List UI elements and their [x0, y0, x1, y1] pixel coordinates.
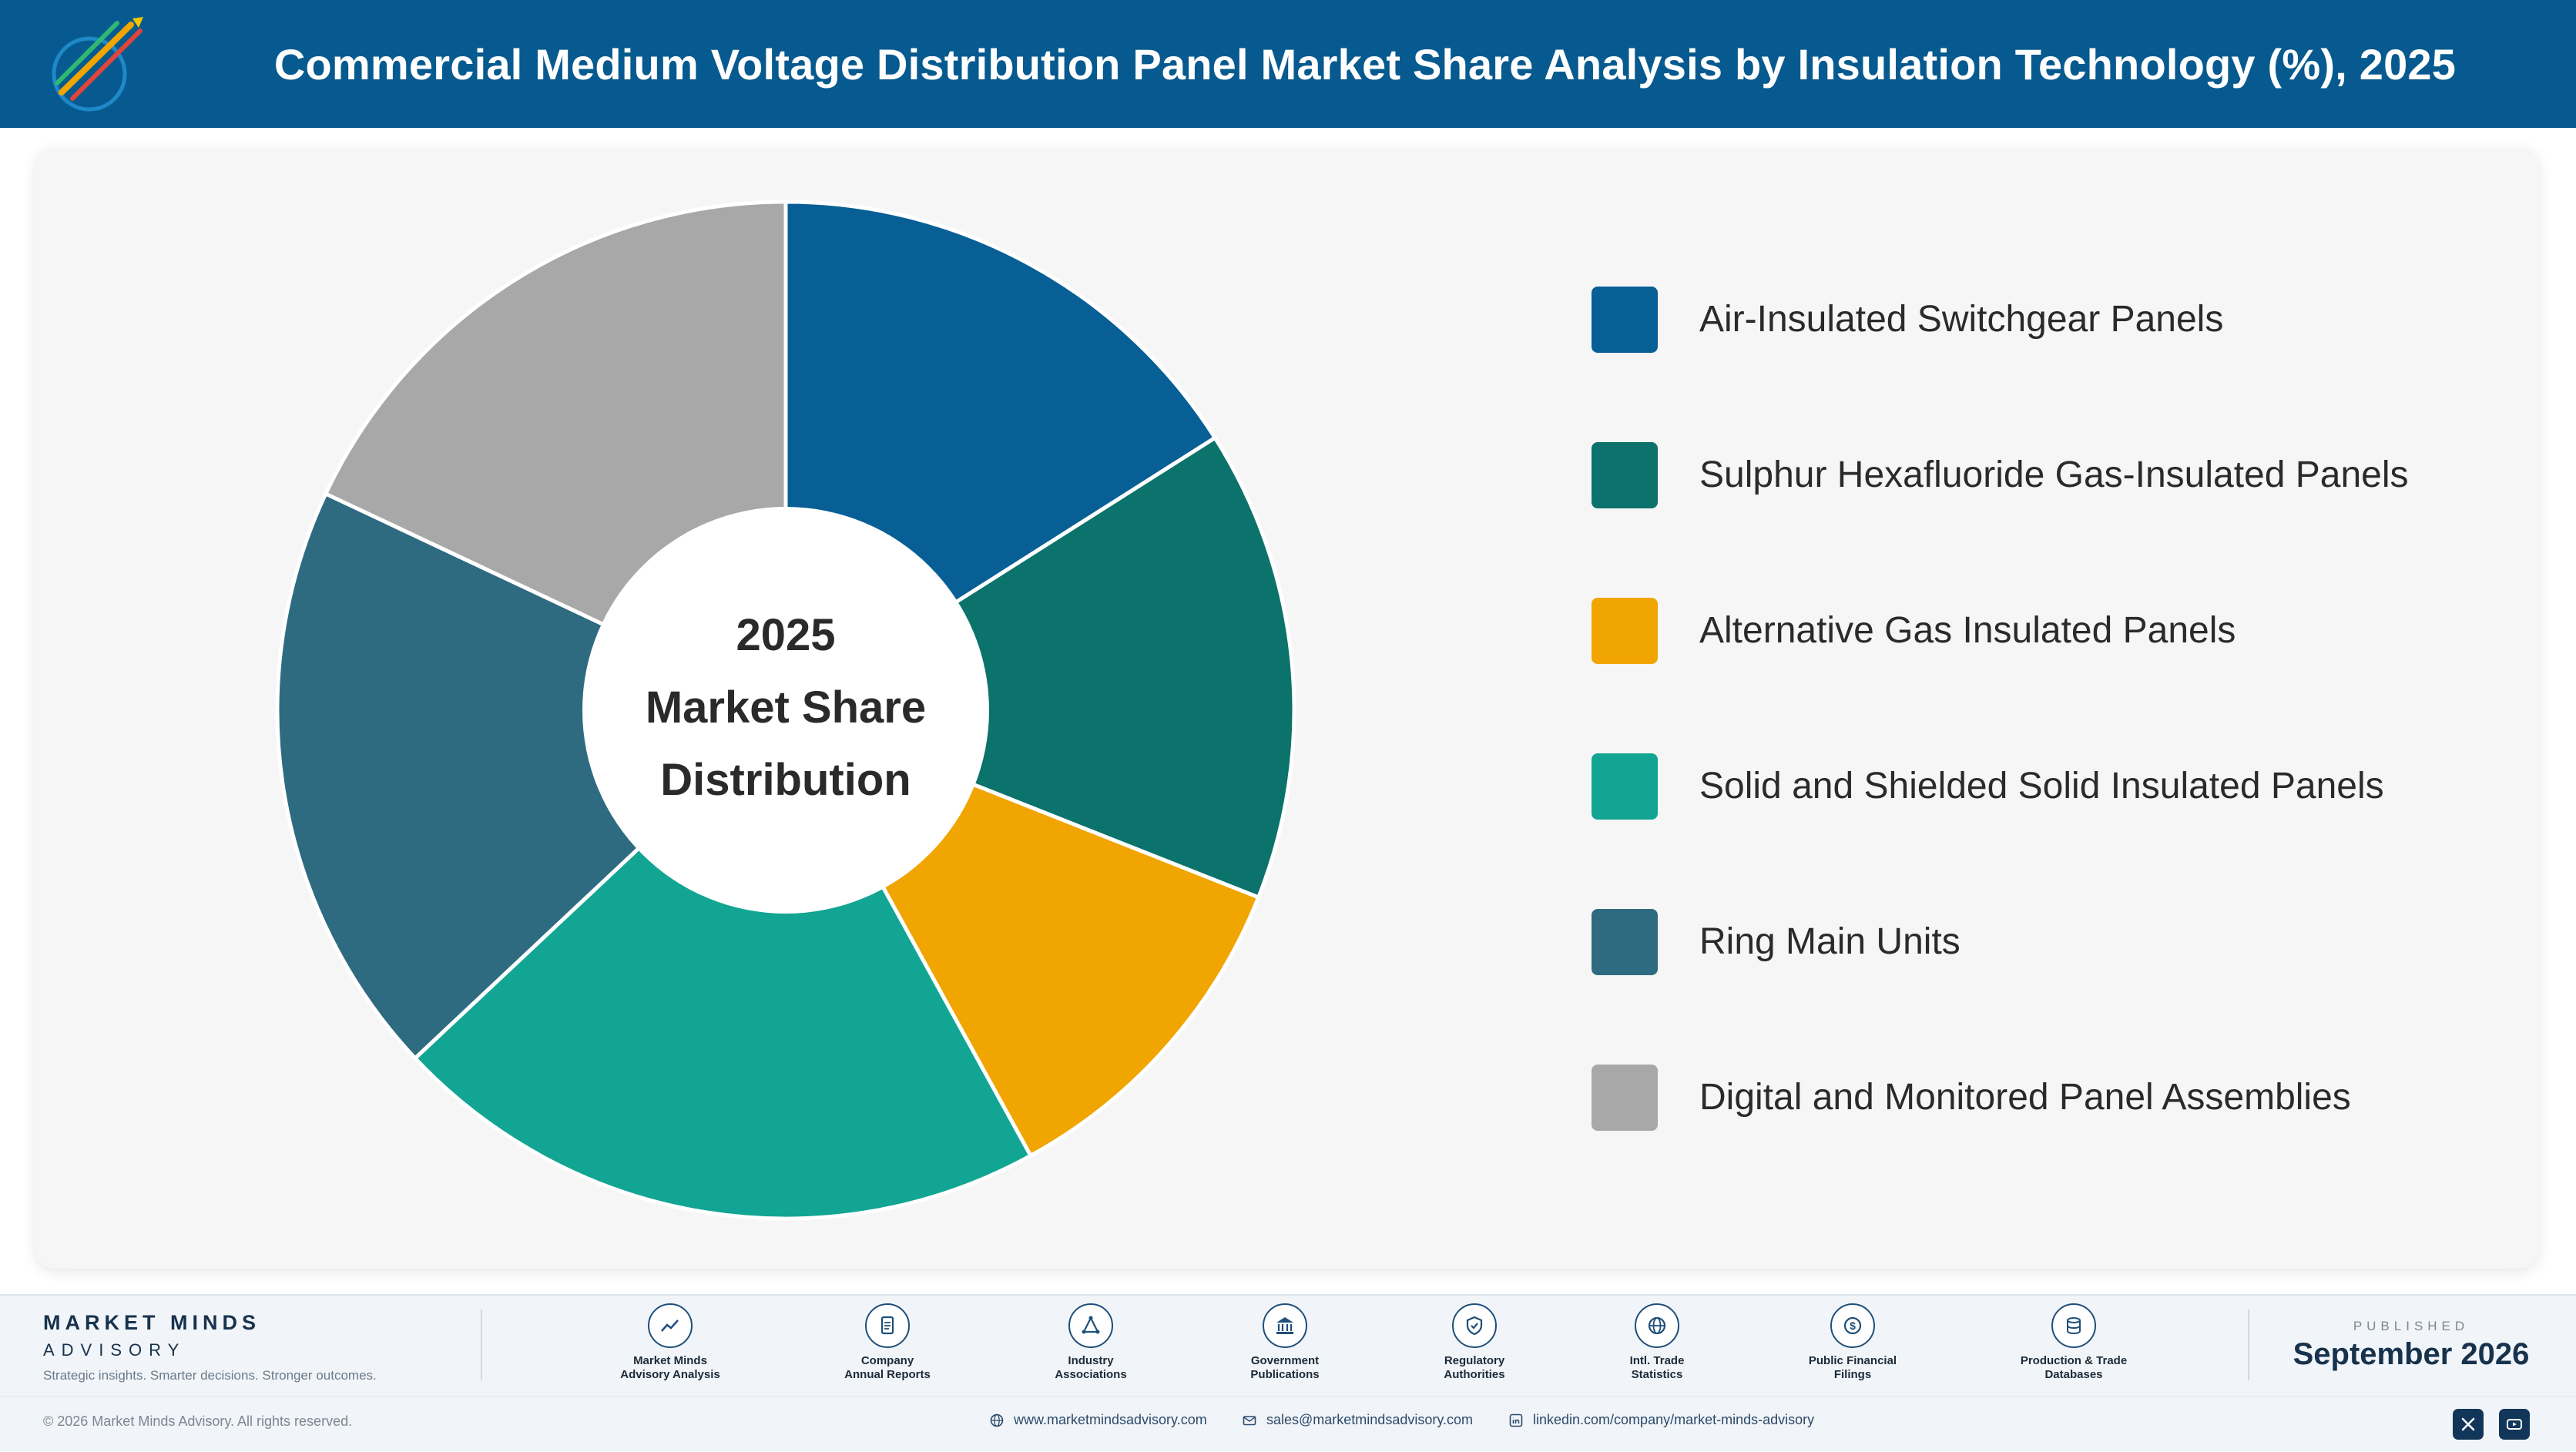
- legend-label: Alternative Gas Insulated Panels: [1699, 610, 2236, 651]
- data-sources: Market Minds Advisory Analysis Company A…: [0, 1303, 2576, 1396]
- source-label: Company Annual Reports: [844, 1354, 931, 1381]
- footer-bottom-bar: © 2026 Market Minds Advisory. All rights…: [0, 1396, 2576, 1452]
- pie-slice-4: [412, 706, 1034, 1221]
- center-label-line-2: Market Share: [646, 682, 926, 733]
- legend-label: Digital and Monitored Panel Assemblies: [1699, 1077, 2351, 1118]
- footer-divider: [481, 1309, 482, 1380]
- legend-swatch: [1592, 1065, 1658, 1131]
- center-label-year: 2025: [736, 610, 835, 660]
- footer: MARKET MINDS ADVISORY Strategic insights…: [0, 1294, 2576, 1451]
- legend-label: Solid and Shielded Solid Insulated Panel…: [1699, 766, 2384, 806]
- x-social-button[interactable]: [2453, 1409, 2484, 1440]
- source-item: Government Publications: [1192, 1303, 1377, 1382]
- footer-brand-tagline: Strategic insights. Smarter decisions. S…: [43, 1368, 377, 1383]
- legend-item: Digital and Monitored Panel Assemblies: [1592, 1065, 2516, 1131]
- source-label: Government Publications: [1250, 1354, 1320, 1381]
- copyright-text: © 2026 Market Minds Advisory. All rights…: [43, 1413, 353, 1429]
- legend-label: Air-Insulated Switchgear Panels: [1699, 299, 2224, 340]
- legend-item: Air-Insulated Switchgear Panels: [1592, 287, 2516, 353]
- source-label: Market Minds Advisory Analysis: [620, 1354, 720, 1381]
- linkedin-link[interactable]: linkedin.com/company/market-minds-adviso…: [1508, 1412, 1814, 1428]
- website-link[interactable]: www.marketmindsadvisory.com: [989, 1412, 1207, 1428]
- header-bar: Commercial Medium Voltage Distribution P…: [0, 0, 2576, 128]
- source-label: Industry Associations: [1055, 1354, 1127, 1381]
- published-date: September 2026: [2293, 1337, 2530, 1371]
- database-icon: [2051, 1303, 2096, 1348]
- government-building-icon: [1263, 1303, 1307, 1348]
- globe-icon: [990, 1413, 1004, 1427]
- email-text: sales@marketmindsadvisory.com: [1266, 1412, 1474, 1427]
- legend-swatch: [1592, 442, 1658, 508]
- source-item: Production & Trade Databases: [1981, 1303, 2166, 1382]
- pie-slice-5: [275, 491, 790, 1061]
- footer-brand-sub: ADVISORY: [43, 1340, 186, 1360]
- mail-icon: [1243, 1415, 1256, 1425]
- source-label: Intl. Trade Statistics: [1629, 1354, 1685, 1381]
- legend-label: Ring Main Units: [1699, 921, 1961, 962]
- source-item: Regulatory Authorities: [1382, 1303, 1567, 1382]
- linkedin-text: linkedin.com/company/market-minds-adviso…: [1533, 1412, 1815, 1427]
- footer-divider: [2248, 1309, 2249, 1380]
- youtube-social-button[interactable]: [2499, 1409, 2530, 1440]
- legend-swatch: [1592, 287, 1658, 353]
- source-item: Industry Associations: [998, 1303, 1183, 1382]
- legend-swatch: [1592, 909, 1658, 975]
- legend-swatch: [1592, 753, 1658, 820]
- svg-text:$: $: [1850, 1320, 1856, 1332]
- source-item: Intl. Trade Statistics: [1565, 1303, 1749, 1382]
- source-label: Public Financial Filings: [1808, 1354, 1897, 1381]
- x-logo-icon: [2461, 1417, 2475, 1431]
- legend-item: Ring Main Units: [1592, 909, 2516, 975]
- globe-icon: [1635, 1303, 1679, 1348]
- network-icon: [1068, 1303, 1113, 1348]
- company-logo-icon: [52, 17, 143, 112]
- published-label: PUBLISHED: [2353, 1319, 2470, 1333]
- chart-line-icon: [648, 1303, 693, 1348]
- donut-center: [582, 507, 989, 914]
- legend-item: Alternative Gas Insulated Panels: [1592, 598, 2516, 664]
- source-item: Market Minds Advisory Analysis: [578, 1303, 763, 1382]
- youtube-icon: [2507, 1419, 2522, 1430]
- source-label: Regulatory Authorities: [1444, 1354, 1505, 1381]
- chart-card: 2025 Market Share Distribution Air-Insul…: [35, 148, 2539, 1269]
- source-label: Production & Trade Databases: [2020, 1354, 2128, 1381]
- linkedin-icon: [1509, 1413, 1523, 1427]
- center-label-line-3: Distribution: [660, 755, 911, 805]
- legend-label: Sulphur Hexafluoride Gas-Insulated Panel…: [1699, 454, 2409, 495]
- website-text: www.marketmindsadvisory.com: [1014, 1412, 1207, 1427]
- legend-item: Solid and Shielded Solid Insulated Panel…: [1592, 753, 2516, 820]
- page-title: Commercial Medium Voltage Distribution P…: [273, 39, 2457, 89]
- source-item: Company Annual Reports: [795, 1303, 980, 1382]
- email-link[interactable]: sales@marketmindsadvisory.com: [1242, 1412, 1473, 1428]
- legend-item: Sulphur Hexafluoride Gas-Insulated Panel…: [1592, 442, 2516, 508]
- donut-chart: 2025 Market Share Distribution: [275, 200, 1296, 1221]
- legend-swatch: [1592, 598, 1658, 664]
- pie-slice-2: [781, 434, 1296, 900]
- document-icon: [865, 1303, 910, 1348]
- source-item: $ Public Financial Filings: [1760, 1303, 1945, 1382]
- footer-brand-name: MARKET MINDS: [43, 1311, 260, 1334]
- shield-check-icon: [1452, 1303, 1497, 1348]
- dollar-coin-icon: $: [1830, 1303, 1875, 1348]
